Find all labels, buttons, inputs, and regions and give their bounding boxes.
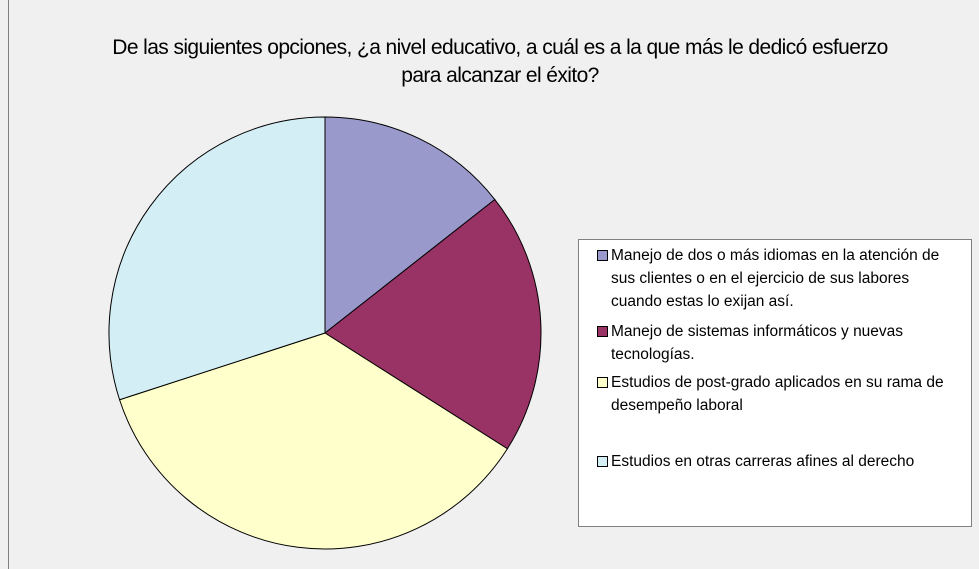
legend-label: Manejo de sistemas informáticos y nuevas… bbox=[611, 323, 904, 363]
legend-swatch bbox=[597, 326, 608, 337]
legend-swatch bbox=[597, 377, 608, 388]
chart-border bbox=[8, 0, 9, 569]
legend-swatch bbox=[597, 250, 608, 261]
pie-slice bbox=[324, 116, 496, 335]
legend: Manejo de dos o más idiomas en la atenci… bbox=[578, 239, 972, 527]
legend-label: Estudios en otras carreras afines al der… bbox=[611, 453, 915, 470]
legend-swatch bbox=[597, 456, 608, 467]
chart-title: De las siguientes opciones, ¿a nivel edu… bbox=[112, 36, 888, 87]
pie-slice bbox=[118, 332, 509, 550]
legend-label: Estudios de post-grado aplicados en su r… bbox=[611, 374, 944, 414]
legend-label: Manejo de dos o más idiomas en la atenci… bbox=[611, 247, 940, 310]
pie-slice bbox=[108, 116, 326, 401]
pie-slice bbox=[324, 198, 542, 450]
